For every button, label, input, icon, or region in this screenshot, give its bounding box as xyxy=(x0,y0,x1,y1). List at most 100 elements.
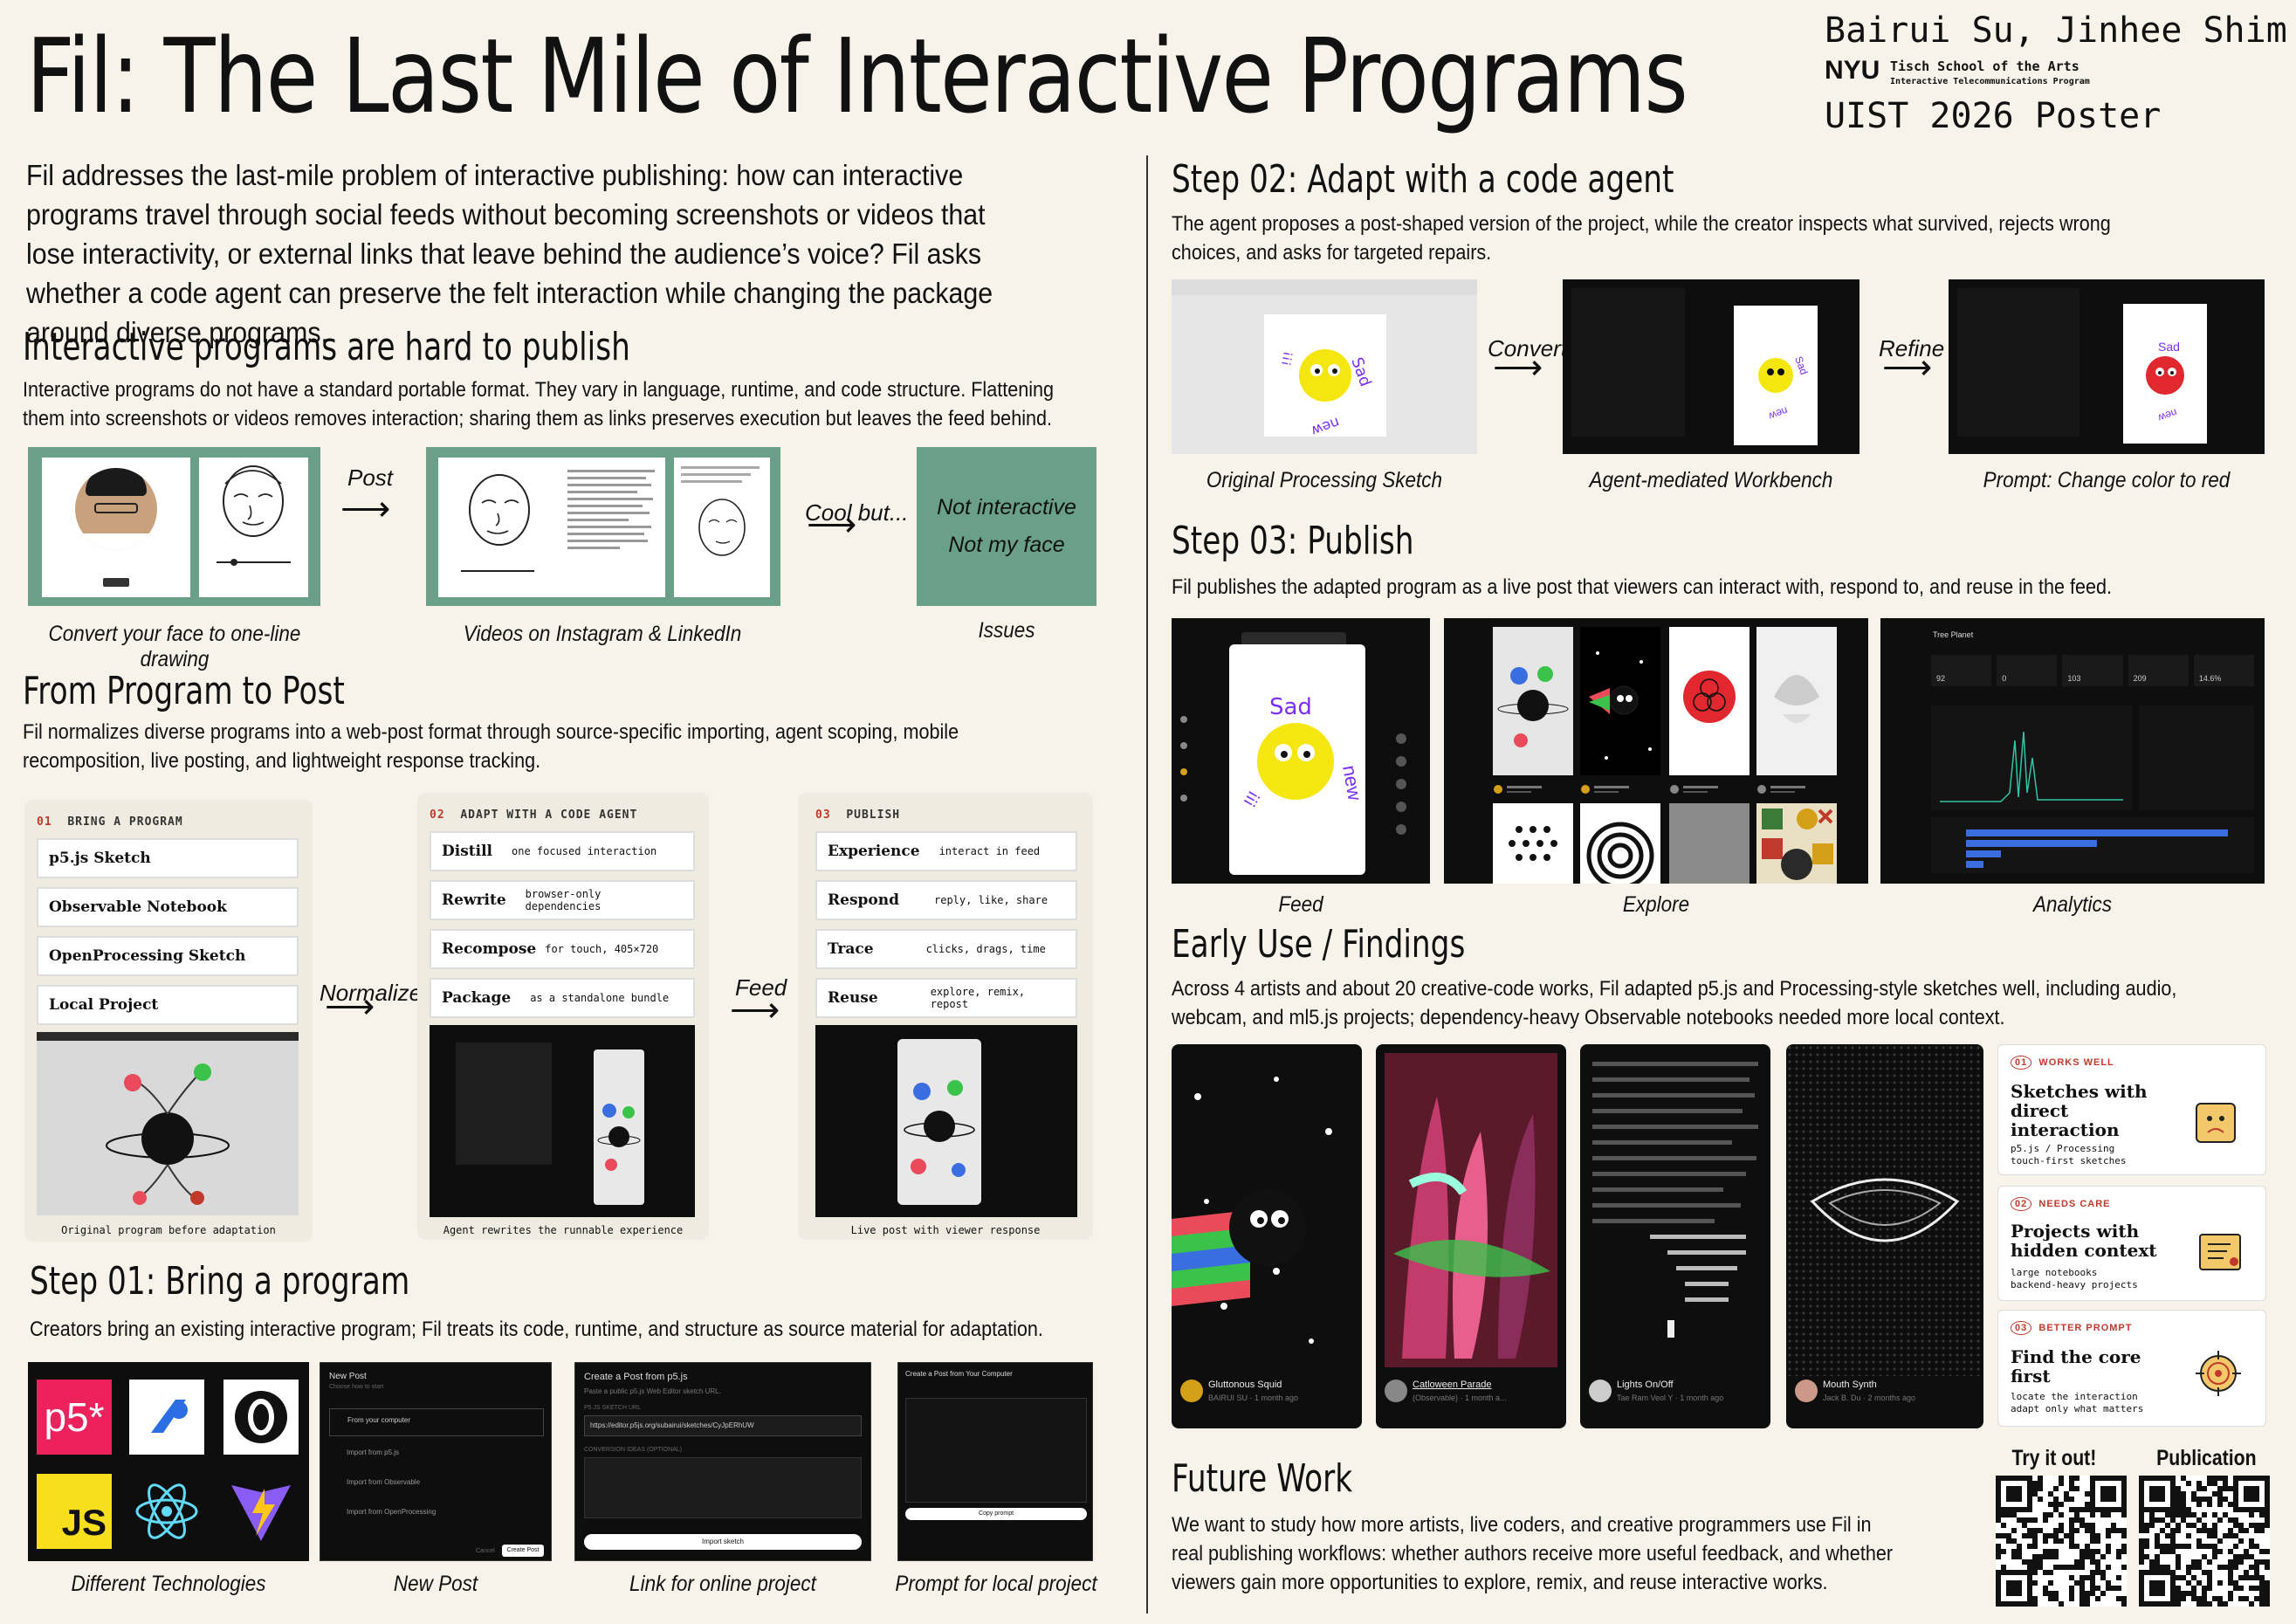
stage-adapt: 02 ADAPT WITH A CODE AGENT Distill one fo… xyxy=(417,793,709,1240)
opt-computer[interactable]: From your computer xyxy=(329,1408,544,1436)
p5-ideas-textarea[interactable] xyxy=(584,1457,862,1518)
linkedin-post xyxy=(674,458,770,597)
explore-screenshot xyxy=(1444,618,1868,890)
stage-publish: 03 PUBLISH Experience interact in feed Re… xyxy=(798,793,1093,1240)
svg-text:new: new xyxy=(2156,406,2179,424)
local-prompt-box xyxy=(905,1398,1087,1503)
section-heading-program-to-post: From Program to Post xyxy=(23,669,345,713)
p5-ideas-label: CONVERSION IDEAS (OPTIONAL) xyxy=(584,1447,683,1453)
p5-dialog-sub: Paste a public p5.js Web Editor sketch U… xyxy=(584,1387,721,1395)
target-icon xyxy=(2196,1351,2241,1396)
arrow-refine: ⟶ xyxy=(1882,348,1933,387)
finding-works-well: 01 WORKS WELL Sketches with direct inter… xyxy=(1997,1044,2266,1175)
work-meta: Tae Ram Veol Y · 1 month ago xyxy=(1617,1393,1724,1402)
vite-logo xyxy=(223,1474,299,1549)
arrow-convert-label: Convert xyxy=(1488,335,1568,361)
react-logo xyxy=(129,1474,204,1549)
work-mouth-synth[interactable]: Mouth Synth Jack B. Du · 2 months ago xyxy=(1786,1044,1983,1428)
nyu-logo: NYU xyxy=(1825,56,1880,85)
avatar xyxy=(1795,1380,1818,1402)
stage-adapt-caption: Agent rewrites the runnable experience xyxy=(443,1224,684,1236)
caption-new-post: New Post xyxy=(393,1572,478,1596)
caption-videos: Videos on Instagram & LinkedIn xyxy=(463,622,742,646)
adapt-distill: Distill one focused interaction xyxy=(430,831,695,871)
face-photo xyxy=(75,468,157,550)
svg-text:!!!: !!! xyxy=(1280,350,1296,367)
stage-publish-caption: Live post with viewer response xyxy=(850,1224,1041,1236)
source-openprocessing[interactable]: OpenProcessing Sketch xyxy=(37,936,299,976)
work-meta: Jack B. Du · 2 months ago xyxy=(1823,1393,1916,1402)
arrow-feed: ⟶ xyxy=(730,991,780,1029)
instagram-post xyxy=(438,458,665,597)
publish-trace: Trace clicks, drags, time xyxy=(815,929,1077,969)
svg-text:new: new xyxy=(1767,404,1790,423)
tisch-label: Tisch School of the Arts xyxy=(1890,58,2079,74)
line-drawing-face xyxy=(217,465,291,566)
original-program-preview xyxy=(37,1032,299,1215)
technologies-panel: p5* JS xyxy=(28,1362,309,1561)
source-p5js[interactable]: p5.js Sketch xyxy=(37,838,299,878)
opt-p5js[interactable]: Import from p5.js xyxy=(347,1449,400,1456)
finding-better-prompt: 03 BETTER PROMPT Find the core first loc… xyxy=(1997,1310,2266,1427)
qr-pub-label: Publication xyxy=(2156,1446,2257,1470)
p5-url-input[interactable]: https://editor.p5js.org/subairui/sketche… xyxy=(584,1415,862,1436)
issue-not-interactive: Not interactive xyxy=(937,495,1076,520)
interaction-types-chart xyxy=(1931,817,2254,873)
note-icon xyxy=(2199,1234,2241,1270)
section-body-step02: The agent proposes a post-shaped version… xyxy=(1172,212,2111,265)
copy-prompt-button[interactable]: Copy prompt xyxy=(905,1508,1087,1520)
source-observable[interactable]: Observable Notebook xyxy=(37,887,299,927)
work-title: Gluttonous Squid xyxy=(1208,1380,1282,1390)
import-sketch-button[interactable]: Import sketch xyxy=(584,1534,862,1550)
caption-analytics: Analytics xyxy=(2032,892,2113,917)
local-dialog-title: Create a Post from Your Computer xyxy=(905,1370,1013,1378)
section-heading-hard: Interactive programs are hard to publish xyxy=(23,325,630,369)
line-drawing-card xyxy=(199,458,308,597)
stage-adapt-label: 02 ADAPT WITH A CODE AGENT xyxy=(430,809,638,822)
section-heading-findings: Early Use / Findings xyxy=(1172,922,1466,967)
caption-workbench: Agent-mediated Workbench xyxy=(1589,468,1833,492)
arrow-cool: ⟶ xyxy=(807,506,857,544)
work-lights-onoff[interactable]: Lights On/Off Tae Ram Veol Y · 1 month a… xyxy=(1580,1044,1770,1428)
feed-actions[interactable] xyxy=(1395,732,1407,854)
work-catloween-parade[interactable]: Catloween Parade (Observable) · 1 month … xyxy=(1376,1044,1566,1428)
workbench-preview xyxy=(430,1025,695,1217)
section-body-hard: Interactive programs do not have a stand… xyxy=(23,378,1055,430)
publish-reuse: Reuse explore, remix, repost xyxy=(815,978,1077,1018)
avatar xyxy=(1180,1380,1203,1402)
cancel-button[interactable]: Cancel xyxy=(476,1548,495,1554)
local-import-dialog: Create a Post from Your Computer Copy pr… xyxy=(897,1362,1093,1561)
poster-title: Fil: The Last Mile of Interactive Progra… xyxy=(26,16,1688,136)
caption-prompt-red: Prompt: Change color to red xyxy=(1983,468,2231,492)
opt-observable[interactable]: Import from Observable xyxy=(347,1478,421,1486)
section-body-step03: Fil publishes the adapted program as a l… xyxy=(1172,575,2113,599)
arrow-normalize: ⟶ xyxy=(325,987,375,1026)
section-body-step01: Creators bring an existing interactive p… xyxy=(30,1318,1043,1341)
capture-button[interactable] xyxy=(103,578,129,587)
qr-code-publication[interactable] xyxy=(2139,1476,2270,1607)
arrow-feed-label: Feed xyxy=(735,974,787,1001)
stage-bring-label: 01 BRING A PROGRAM xyxy=(37,815,183,829)
venue: UIST 2026 Poster xyxy=(1825,96,2162,136)
create-post-button[interactable]: Create Post xyxy=(502,1545,544,1557)
section-heading-step03: Step 03: Publish xyxy=(1172,519,1414,563)
caption-original-processing: Original Processing Sketch xyxy=(1206,468,1443,492)
issues-panel: Not interactive Not my face xyxy=(917,447,1096,606)
work-gluttonous-squid[interactable]: Gluttonous Squid BAIRUI SU · 1 month ago xyxy=(1172,1044,1362,1428)
adapt-recompose: Recompose for touch, 405×720 xyxy=(430,929,695,969)
authors: Bairui Su, Jinhee Shim xyxy=(1825,10,2287,51)
qr-code-try[interactable] xyxy=(1996,1476,2127,1607)
arrow-post-label: Post xyxy=(347,464,394,491)
p5-dialog-title: Create a Post from p5.js xyxy=(584,1372,688,1382)
work-title: Catloween Parade xyxy=(1413,1380,1492,1390)
source-local[interactable]: Local Project xyxy=(37,985,299,1025)
section-body-program-to-post: Fil normalizes diverse programs into a w… xyxy=(23,720,959,773)
avatar xyxy=(1589,1380,1612,1402)
section-body-findings: Across 4 artists and about 20 creative-c… xyxy=(1172,977,2177,1029)
p5js-logo: p5* xyxy=(37,1380,112,1455)
observable-logo xyxy=(223,1380,299,1455)
new-post-sub: Choose how to start xyxy=(329,1384,384,1390)
sad-face-yellow: Sad new!!! xyxy=(1280,349,1375,439)
opt-openprocessing[interactable]: Import from OpenProcessing xyxy=(347,1508,437,1516)
section-heading-step01: Step 01: Bring a program xyxy=(30,1259,410,1304)
